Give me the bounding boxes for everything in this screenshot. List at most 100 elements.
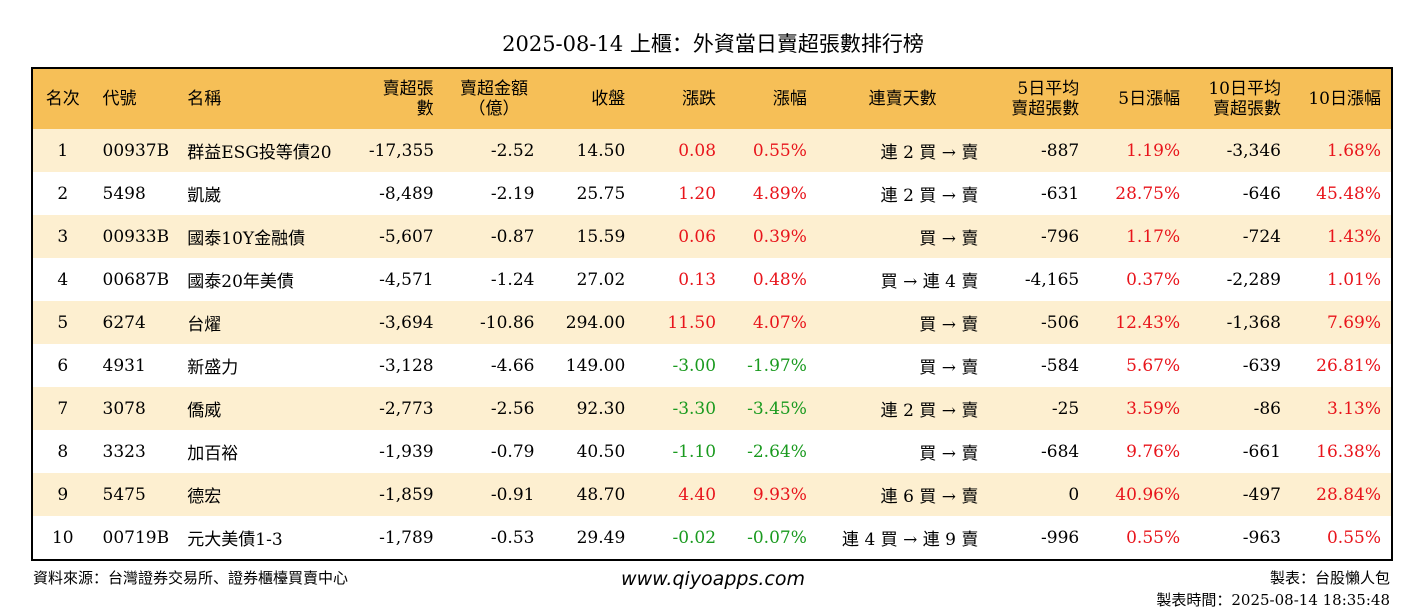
cell-10d-avg-sell: -661	[1190, 430, 1291, 473]
cell-sell-amount: -0.79	[444, 430, 545, 473]
table-row: 4 00687B 國泰20年美債 -4,571 -1.24 27.02 0.13 0.48% 買…	[32, 258, 1392, 301]
cell-rank: 2	[32, 172, 93, 215]
cell-10d-change: 0.55%	[1291, 516, 1392, 560]
cell-10d-change: 45.48%	[1291, 172, 1392, 215]
cell-name: 僑威	[177, 387, 359, 430]
cell-rank: 4	[32, 258, 93, 301]
col-header-5d-avg-sell: 5日平均 賣超張數	[988, 68, 1089, 129]
cell-change: -3.00	[635, 344, 726, 387]
cell-close: 27.02	[544, 258, 635, 301]
cell-rank: 8	[32, 430, 93, 473]
cell-change: 0.08	[635, 129, 726, 172]
cell-sell-volume: -3,694	[359, 301, 444, 344]
cell-close: 15.59	[544, 215, 635, 258]
cell-change-pct: 0.48%	[726, 258, 817, 301]
cell-sell-volume: -1,789	[359, 516, 444, 560]
cell-change: -0.02	[635, 516, 726, 560]
cell-change: 1.20	[635, 172, 726, 215]
cell-close: 149.00	[544, 344, 635, 387]
cell-code: 00937B	[93, 129, 178, 172]
cell-sell-days: 連 2 買 → 賣	[817, 387, 989, 430]
cell-5d-avg-sell: -887	[988, 129, 1089, 172]
cell-name: 新盛力	[177, 344, 359, 387]
cell-5d-change: 9.76%	[1089, 430, 1190, 473]
cell-10d-avg-sell: -497	[1190, 473, 1291, 516]
cell-close: 92.30	[544, 387, 635, 430]
cell-sell-days: 連 2 買 → 賣	[817, 172, 989, 215]
cell-10d-change: 28.84%	[1291, 473, 1392, 516]
cell-sell-volume: -4,571	[359, 258, 444, 301]
cell-code: 5498	[93, 172, 178, 215]
cell-rank: 6	[32, 344, 93, 387]
cell-name: 台燿	[177, 301, 359, 344]
generated-time: 製表時間：2025-08-14 18:35:48	[1156, 589, 1390, 610]
cell-5d-avg-sell: -25	[988, 387, 1089, 430]
table-row: 8 3323 加百裕 -1,939 -0.79 40.50 -1.10 -2.64% 買 → 賣…	[32, 430, 1392, 473]
cell-5d-change: 12.43%	[1089, 301, 1190, 344]
cell-change-pct: 0.39%	[726, 215, 817, 258]
cell-sell-volume: -8,489	[359, 172, 444, 215]
cell-10d-change: 7.69%	[1291, 301, 1392, 344]
cell-sell-days: 連 6 買 → 賣	[817, 473, 989, 516]
cell-name: 群益ESG投等債20	[177, 129, 359, 172]
cell-change: 4.40	[635, 473, 726, 516]
cell-close: 40.50	[544, 430, 635, 473]
cell-name: 德宏	[177, 473, 359, 516]
cell-5d-avg-sell: -796	[988, 215, 1089, 258]
table-header-row: 名次 代號 名稱 賣超張數 賣超金額 （億） 收盤 漲跌 漲幅 連賣天數 5日平均…	[32, 68, 1392, 129]
cell-sell-days: 連 2 買 → 賣	[817, 129, 989, 172]
maker-note: 製表：台股懶人包	[1270, 567, 1390, 588]
cell-name: 國泰20年美債	[177, 258, 359, 301]
cell-sell-days: 買 → 連 4 賣	[817, 258, 989, 301]
cell-sell-amount: -10.86	[444, 301, 545, 344]
cell-name: 國泰10Y金融債	[177, 215, 359, 258]
cell-name: 加百裕	[177, 430, 359, 473]
cell-10d-avg-sell: -86	[1190, 387, 1291, 430]
cell-sell-days: 買 → 賣	[817, 215, 989, 258]
cell-5d-change: 3.59%	[1089, 387, 1190, 430]
cell-change: -1.10	[635, 430, 726, 473]
table-row: 9 5475 德宏 -1,859 -0.91 48.70 4.40 9.93% 連 6 買 → …	[32, 473, 1392, 516]
cell-change: -3.30	[635, 387, 726, 430]
cell-code: 6274	[93, 301, 178, 344]
table-row: 1 00937B 群益ESG投等債20 -17,355 -2.52 14.50 0.08 0.…	[32, 129, 1392, 172]
cell-code: 00933B	[93, 215, 178, 258]
cell-change-pct: 4.07%	[726, 301, 817, 344]
cell-rank: 7	[32, 387, 93, 430]
cell-code: 3078	[93, 387, 178, 430]
table-row: 2 5498 凱崴 -8,489 -2.19 25.75 1.20 4.89% 連 2 買 → …	[32, 172, 1392, 215]
cell-5d-change: 28.75%	[1089, 172, 1190, 215]
col-header-10d-change: 10日漲幅	[1291, 68, 1392, 129]
cell-10d-change: 16.38%	[1291, 430, 1392, 473]
cell-10d-avg-sell: -3,346	[1190, 129, 1291, 172]
col-header-code: 代號	[93, 68, 178, 129]
cell-5d-change: 1.17%	[1089, 215, 1190, 258]
col-header-5d-change: 5日漲幅	[1089, 68, 1190, 129]
website-link[interactable]: www.qiyoapps.com	[0, 568, 1426, 590]
cell-change: 0.13	[635, 258, 726, 301]
cell-sell-volume: -5,607	[359, 215, 444, 258]
cell-sell-amount: -4.66	[444, 344, 545, 387]
cell-sell-volume: -3,128	[359, 344, 444, 387]
cell-change-pct: -2.64%	[726, 430, 817, 473]
cell-close: 48.70	[544, 473, 635, 516]
cell-sell-amount: -0.53	[444, 516, 545, 560]
cell-sell-amount: -2.19	[444, 172, 545, 215]
table-row: 10 00719B 元大美債1-3 -1,789 -0.53 29.49 -0.02 -0.0…	[32, 516, 1392, 560]
cell-5d-change: 5.67%	[1089, 344, 1190, 387]
cell-change: 0.06	[635, 215, 726, 258]
cell-sell-amount: -0.87	[444, 215, 545, 258]
cell-10d-avg-sell: -646	[1190, 172, 1291, 215]
table-row: 6 4931 新盛力 -3,128 -4.66 149.00 -3.00 -1.97% 買 → …	[32, 344, 1392, 387]
cell-5d-avg-sell: -684	[988, 430, 1089, 473]
cell-sell-days: 買 → 賣	[817, 430, 989, 473]
cell-change-pct: -0.07%	[726, 516, 817, 560]
cell-10d-avg-sell: -963	[1190, 516, 1291, 560]
col-header-sell-amount: 賣超金額 （億）	[444, 68, 545, 129]
cell-code: 00719B	[93, 516, 178, 560]
cell-5d-avg-sell: -996	[988, 516, 1089, 560]
cell-name: 凱崴	[177, 172, 359, 215]
ranking-table: 名次 代號 名稱 賣超張數 賣超金額 （億） 收盤 漲跌 漲幅 連賣天數 5日平均…	[31, 67, 1393, 561]
cell-code: 3323	[93, 430, 178, 473]
col-header-name: 名稱	[177, 68, 359, 129]
